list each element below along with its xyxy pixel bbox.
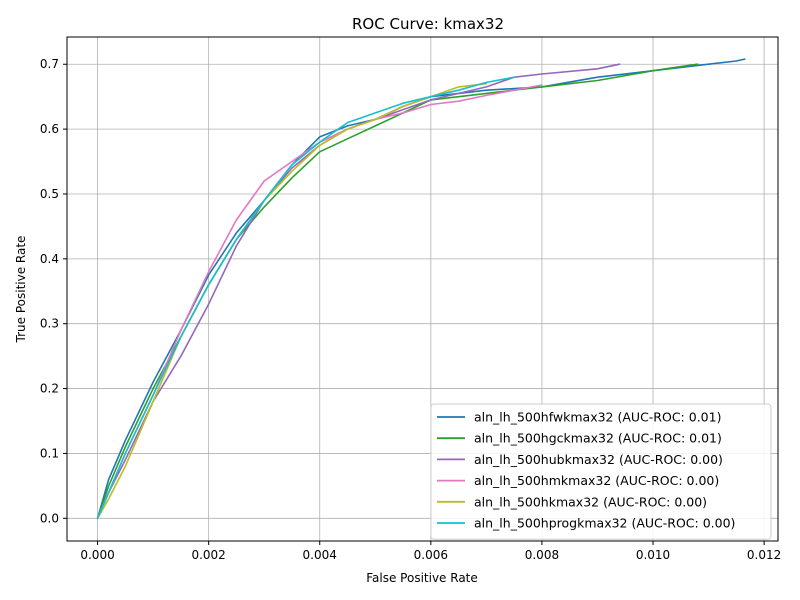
legend-entry-label: aln_lh_500hmkmax32 (AUC-ROC: 0.00)	[474, 473, 719, 488]
x-tick-label: 0.008	[525, 548, 559, 562]
y-axis-ticks: 0.0 0.1 0.2 0.3 0.4 0.5 0.6 0.7	[40, 57, 67, 525]
x-tick-label: 0.012	[747, 548, 781, 562]
x-tick-label: 0.000	[80, 548, 114, 562]
y-tick-label: 0.0	[40, 511, 59, 525]
y-tick-label: 0.2	[40, 382, 59, 396]
chart-title: ROC Curve: kmax32	[352, 15, 504, 33]
y-tick-label: 0.7	[40, 57, 59, 71]
grid-lines	[67, 37, 778, 541]
y-tick-label: 0.5	[40, 187, 59, 201]
x-tick-label: 0.004	[303, 548, 337, 562]
legend-entry-label: aln_lh_500hfwkmax32 (AUC-ROC: 0.01)	[474, 410, 721, 425]
y-tick-label: 0.6	[40, 122, 59, 136]
y-axis-label: True Positive Rate	[14, 236, 28, 344]
series-line-5	[96, 82, 488, 520]
plot-frame	[66, 36, 779, 542]
y-tick-label: 0.1	[40, 446, 59, 460]
series-lines	[96, 58, 746, 520]
legend: aln_lh_500hfwkmax32 (AUC-ROC: 0.01) aln_l…	[430, 403, 772, 540]
x-axis-label: False Positive Rate	[366, 571, 478, 585]
series-line-6	[96, 76, 516, 520]
legend-entry-label: aln_lh_500hprogkmax32 (AUC-ROC: 0.00)	[474, 516, 735, 531]
y-tick-label: 0.3	[40, 317, 59, 331]
legend-entry-label: aln_lh_500hgckmax32 (AUC-ROC: 0.01)	[474, 431, 722, 446]
series-line-2	[96, 63, 699, 520]
x-tick-label: 0.002	[191, 548, 225, 562]
x-tick-label: 0.006	[414, 548, 448, 562]
x-axis-ticks: 0.000 0.002 0.004 0.006 0.008 0.010 0.012	[80, 541, 781, 562]
legend-entry-label: aln_lh_500hkmax32 (AUC-ROC: 0.00)	[474, 494, 707, 509]
y-tick-label: 0.4	[40, 252, 59, 266]
x-tick-label: 0.010	[636, 548, 670, 562]
legend-box	[430, 403, 772, 540]
series-line-1	[96, 58, 746, 520]
legend-entry-label: aln_lh_500hubkmax32 (AUC-ROC: 0.00)	[474, 452, 723, 467]
